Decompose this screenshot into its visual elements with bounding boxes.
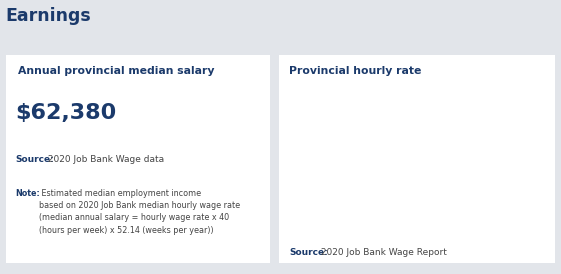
Bar <box>367 197 403 216</box>
Bar <box>367 152 431 171</box>
Text: Provincial hourly rate: Provincial hourly rate <box>289 66 421 76</box>
Text: 2020 Job Bank Wage data: 2020 Job Bank Wage data <box>45 155 164 164</box>
Text: Note:: Note: <box>16 189 40 198</box>
Text: High: High <box>339 111 364 121</box>
Text: $62,380: $62,380 <box>16 103 117 123</box>
Text: Median: Median <box>325 156 364 166</box>
Text: Source:: Source: <box>289 248 328 257</box>
Text: Estimated median employment income
based on 2020 Job Bank median hourly wage rat: Estimated median employment income based… <box>39 189 241 235</box>
Bar <box>367 107 466 126</box>
Text: $29.91/hr: $29.91/hr <box>434 156 490 166</box>
Text: Low: Low <box>343 202 364 212</box>
Text: 2020 Job Bank Wage Report: 2020 Job Bank Wage Report <box>318 248 447 257</box>
Text: $45.64/hr: $45.64/hr <box>468 111 525 121</box>
Text: Earnings: Earnings <box>6 7 91 25</box>
Text: Source:: Source: <box>16 155 54 164</box>
Text: Annual provincial median salary: Annual provincial median salary <box>18 66 214 76</box>
Text: $16.87/hr: $16.87/hr <box>406 202 462 212</box>
